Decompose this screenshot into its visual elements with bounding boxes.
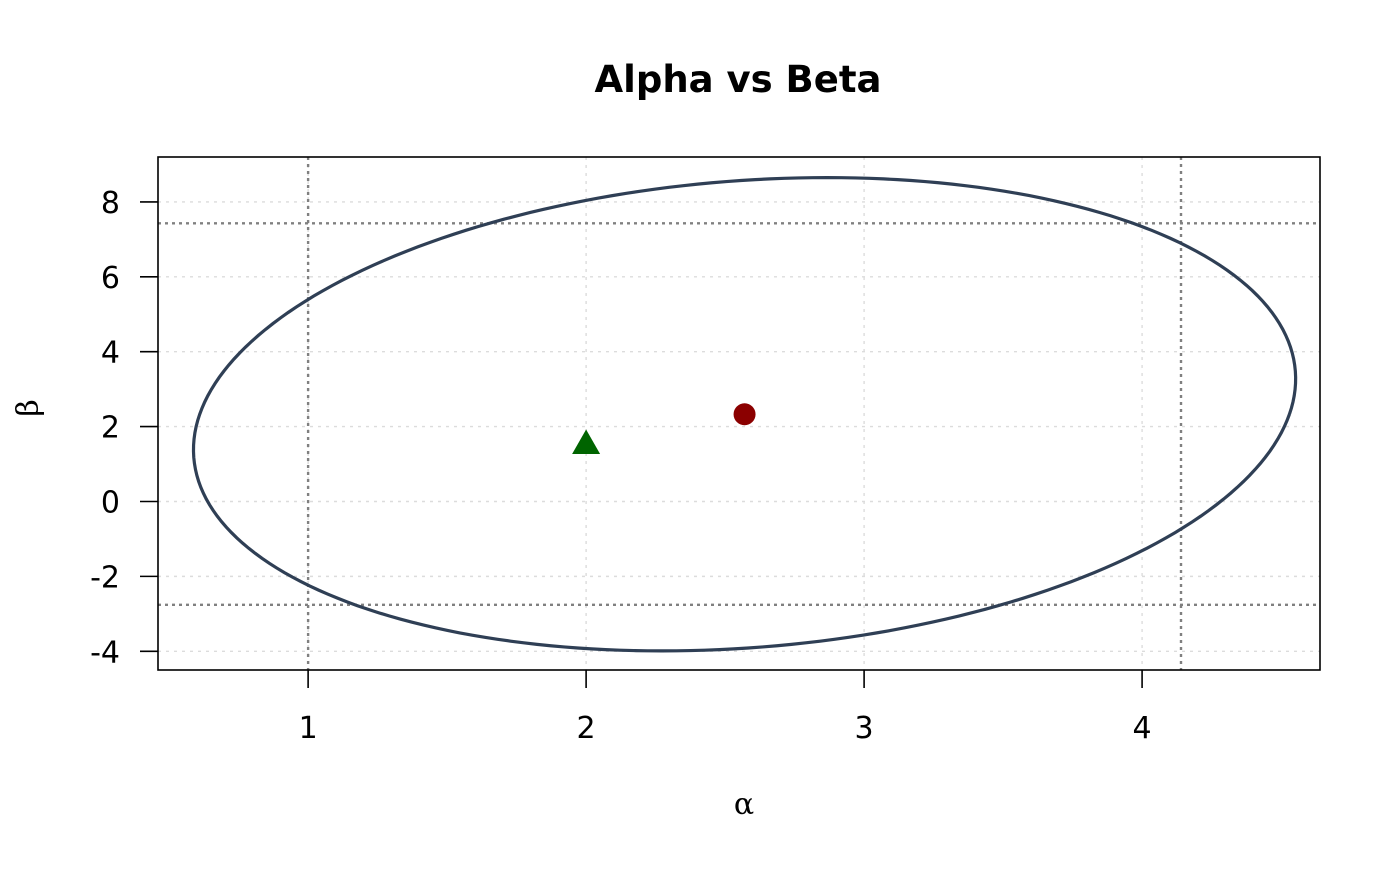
point-triangle <box>572 429 601 454</box>
x-tick-label: 1 <box>299 711 318 746</box>
y-tick-label: 0 <box>101 485 120 520</box>
x-axis: 1 2 3 4 <box>299 670 1152 746</box>
x-axis-label: α <box>734 787 754 822</box>
y-axis-label: β <box>11 399 46 416</box>
data-points <box>572 403 756 454</box>
confidence-ellipse-group <box>191 175 1298 653</box>
y-tick-label: -4 <box>90 635 120 670</box>
grid-lines <box>158 157 1320 670</box>
confidence-ellipse <box>191 175 1298 653</box>
plot-frame <box>157 156 1321 671</box>
y-tick-label: 2 <box>101 411 120 446</box>
y-tick-label: -2 <box>90 560 120 595</box>
y-tick-label: 4 <box>101 336 120 371</box>
y-tick-label: 8 <box>101 186 120 221</box>
y-tick-label: 6 <box>101 261 120 296</box>
x-tick-label: 2 <box>577 711 596 746</box>
y-axis: -4 -2 0 2 4 6 8 <box>90 186 158 670</box>
x-tick-label: 3 <box>855 711 874 746</box>
x-tick-label: 4 <box>1133 711 1152 746</box>
chart-title: Alpha vs Beta <box>595 58 882 101</box>
point-circle <box>733 403 756 426</box>
